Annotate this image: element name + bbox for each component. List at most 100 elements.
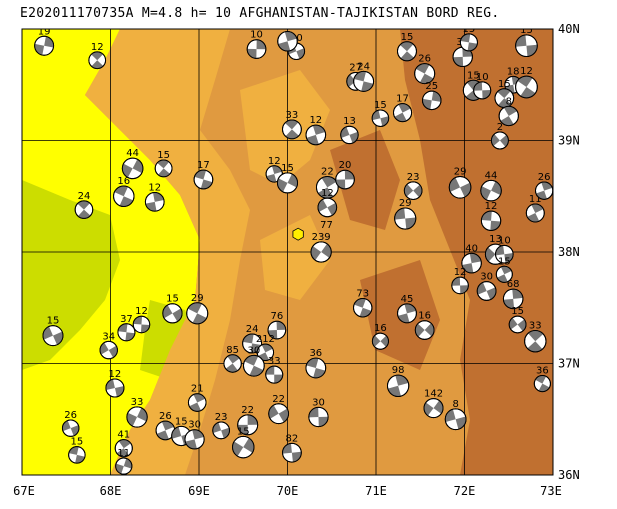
- focal-mechanism: 20: [335, 160, 355, 190]
- y-tick-label: 38N: [558, 245, 580, 259]
- focal-mechanism: 12: [144, 182, 165, 212]
- depth-label: 15: [498, 79, 511, 90]
- depth-label: 15: [157, 150, 170, 161]
- depth-label: 26: [159, 411, 172, 422]
- focal-mechanism: 23: [212, 412, 230, 440]
- depth-label: 40: [465, 243, 478, 254]
- y-axis-labels: 40N 39N 38N 37N 36N: [558, 22, 580, 482]
- focal-mechanism: 44: [121, 148, 144, 180]
- focal-mechanism: 45: [397, 294, 417, 324]
- depth-label: 12: [520, 66, 533, 77]
- depth-label: 142: [424, 389, 443, 400]
- depth-label: 26: [538, 172, 551, 183]
- focal-mechanism: 10: [495, 235, 514, 264]
- focal-mechanism: 19: [34, 29, 55, 56]
- focal-mechanism: 12: [88, 42, 107, 70]
- y-tick-label: 39N: [558, 134, 580, 148]
- event-label: 77: [320, 220, 333, 231]
- depth-label: 15: [463, 24, 476, 35]
- focal-mechanism: 12: [132, 306, 151, 334]
- focal-mechanism: 10: [246, 30, 267, 59]
- depth-label: 24: [357, 61, 370, 72]
- focal-mechanism: 16: [113, 176, 135, 207]
- focal-mechanism: 22: [237, 405, 259, 436]
- focal-mechanism: 21: [187, 384, 207, 412]
- focal-mechanism: 24: [353, 61, 375, 92]
- depth-label: 22: [321, 166, 334, 177]
- focal-mechanism: 12: [305, 115, 327, 146]
- focal-mechanism: 85: [223, 345, 242, 373]
- depth-label: 45: [401, 294, 414, 305]
- depth-label: 12: [135, 306, 148, 317]
- depth-label: 15: [467, 70, 480, 81]
- focal-mechanism: 33: [524, 321, 547, 353]
- focal-mechanism: 12: [451, 267, 469, 295]
- focal-mechanism: 41: [114, 430, 133, 458]
- focal-mechanism: 15: [515, 29, 538, 58]
- x-tick-label: 72E: [454, 484, 476, 498]
- focal-mechanism: 29: [448, 167, 472, 199]
- focal-mechanism: 12: [515, 66, 538, 99]
- focal-mechanism: 33: [126, 397, 148, 428]
- depth-label: 76: [271, 311, 284, 322]
- focal-mechanism: 15: [508, 306, 527, 334]
- depth-label: 15: [175, 416, 188, 427]
- depth-label: 12: [148, 182, 161, 193]
- focal-mechanism: 44: [480, 170, 502, 202]
- focal-mechanism: 15: [162, 294, 183, 324]
- depth-label: 15: [374, 100, 387, 111]
- depth-label: 24: [78, 191, 91, 202]
- depth-label: 12: [454, 267, 467, 278]
- focal-mechanism: 23: [277, 29, 298, 52]
- focal-mechanism: 15: [459, 24, 478, 52]
- focal-mechanism: 37: [117, 314, 136, 342]
- focal-mechanism: 82: [282, 433, 302, 463]
- focal-mechanism: 30: [308, 397, 329, 428]
- focal-mechanism: 33: [282, 110, 302, 140]
- depth-label: 25: [425, 81, 438, 92]
- depth-label: 36: [309, 348, 322, 359]
- depth-label: 85: [226, 345, 239, 356]
- focal-mechanism: 15: [371, 100, 390, 127]
- depth-label: 16: [117, 176, 130, 187]
- depth-label: 34: [102, 331, 115, 342]
- focal-mechanism: 22: [315, 166, 339, 199]
- depth-label: 30: [188, 420, 201, 431]
- depth-label: 12: [321, 188, 334, 199]
- depth-label: 30: [480, 272, 493, 283]
- focal-mechanism: 212: [256, 334, 275, 362]
- depth-label: 10: [476, 72, 489, 83]
- x-tick-label: 71E: [365, 484, 387, 498]
- depth-label: 15: [166, 294, 179, 305]
- focal-mechanism: 15: [276, 163, 299, 194]
- depth-label: 27: [349, 63, 362, 74]
- focal-mechanism: 8: [444, 399, 467, 431]
- depth-label: 8: [452, 399, 458, 410]
- depth-label: 36: [536, 365, 549, 376]
- map-title: E202011170735A M=4.8 h= 10 AFGHANISTAN-T…: [20, 6, 500, 21]
- depth-label: 11: [117, 448, 130, 459]
- depth-label: 17: [197, 160, 210, 171]
- depth-label: 18: [507, 66, 520, 77]
- focal-mechanism: 23: [403, 172, 423, 200]
- depth-label: 13: [489, 234, 502, 245]
- focal-mechanism: 17: [392, 94, 413, 123]
- depth-label: 24: [246, 324, 259, 335]
- focal-mechanism: 26: [414, 54, 436, 85]
- map-frame: [21, 28, 554, 476]
- focal-mechanism: 142: [423, 389, 444, 419]
- depth-label: 17: [396, 94, 409, 105]
- focal-mechanism: 15: [68, 437, 86, 464]
- focal-mechanism: 11: [115, 448, 133, 475]
- x-tick-label: 69E: [188, 484, 210, 498]
- focal-mechanism: 40: [461, 243, 482, 274]
- focal-mechanism: 15: [42, 316, 64, 347]
- x-axis-labels: 67E 68E 69E 70E 71E 72E 73E: [13, 484, 562, 498]
- focal-mechanism: 16: [414, 311, 435, 340]
- depth-label: 16: [418, 311, 431, 322]
- focal-mechanism: 15: [232, 426, 255, 459]
- depth-label: 33: [529, 321, 542, 332]
- depth-label: 30: [312, 397, 325, 408]
- depth-label: 33: [131, 397, 144, 408]
- depth-label: 2: [497, 122, 503, 133]
